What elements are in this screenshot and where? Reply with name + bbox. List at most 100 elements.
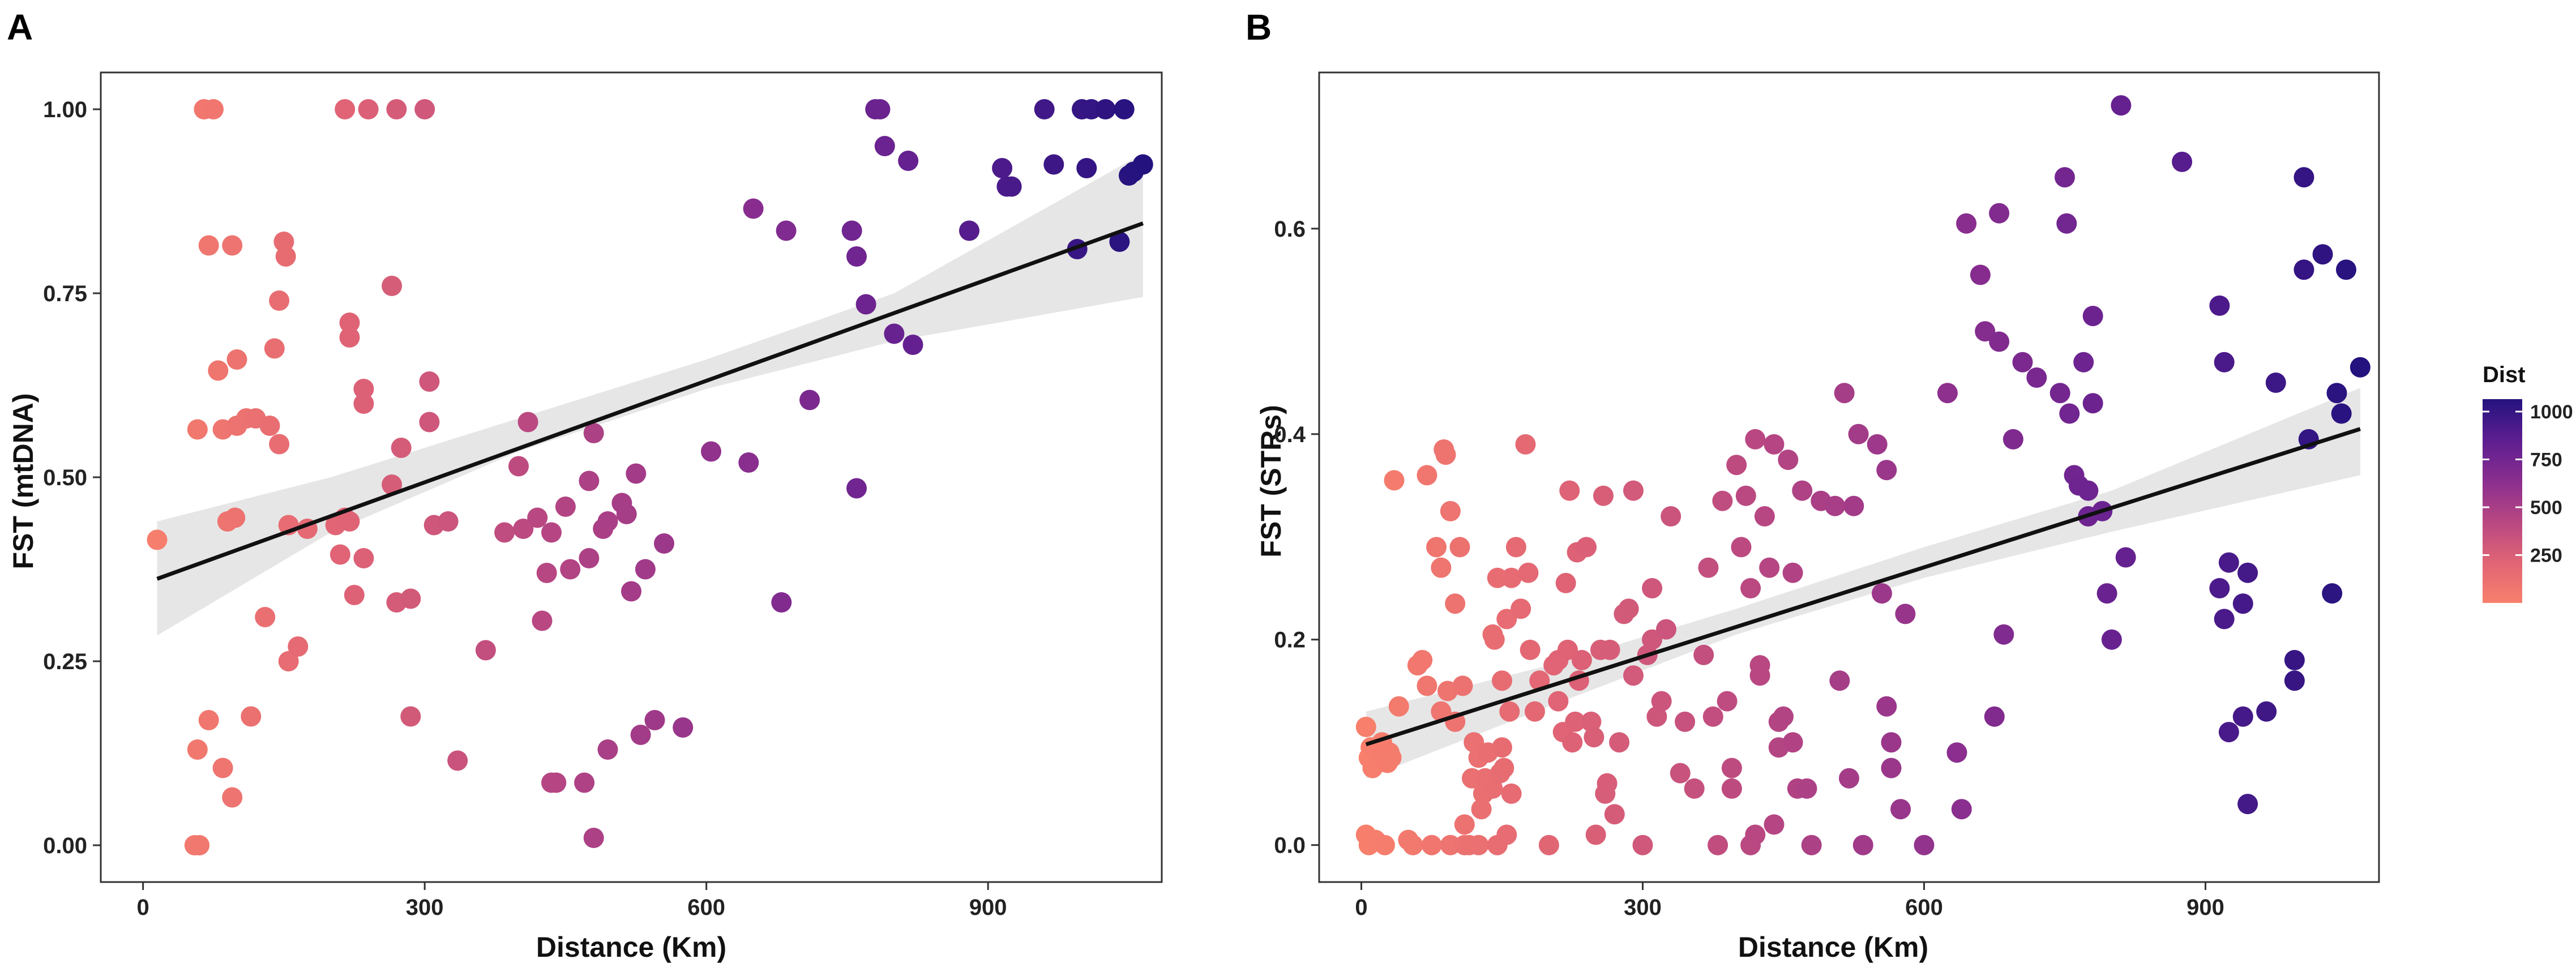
data-point — [1993, 624, 2014, 645]
data-point — [630, 725, 651, 745]
data-point — [1445, 593, 1466, 614]
data-point — [1656, 619, 1676, 640]
data-point — [1881, 757, 1902, 778]
y-tick-label: 0.2 — [1274, 628, 1306, 653]
data-point — [1876, 696, 1897, 717]
data-point — [1571, 650, 1592, 670]
y-tick-label: 0.0 — [1274, 833, 1306, 858]
data-point — [2336, 259, 2356, 280]
data-point — [353, 393, 374, 414]
data-point — [2082, 306, 2103, 327]
data-point — [1670, 763, 1691, 784]
data-point — [264, 338, 285, 359]
plot-area-b: 0 300 600 900 0.0 0.2 0.4 0.6 — [1274, 71, 2380, 920]
data-point — [386, 99, 407, 119]
data-point — [1515, 434, 1536, 455]
x-axis-title-a: Distance (Km) — [536, 931, 726, 963]
data-point — [1876, 460, 1897, 481]
data-point — [2284, 670, 2305, 691]
data-point — [1484, 629, 1505, 650]
data-point — [358, 99, 379, 119]
data-point — [1852, 834, 1873, 855]
data-point — [1745, 824, 1766, 845]
regression-line — [156, 221, 1144, 581]
data-point — [353, 548, 374, 568]
data-point — [2293, 167, 2314, 188]
data-point — [1735, 485, 1756, 506]
data-point — [2101, 629, 2122, 650]
data-point — [701, 441, 721, 462]
data-point — [1468, 834, 1489, 855]
data-point — [2214, 352, 2235, 373]
data-point — [2293, 259, 2314, 280]
data-point — [1562, 732, 1583, 753]
data-point — [1693, 644, 1714, 665]
data-point — [1646, 706, 1667, 727]
data-point — [1759, 557, 1780, 578]
data-point — [532, 610, 553, 631]
data-point — [1642, 629, 1663, 650]
y-tick-label: 0.00 — [43, 833, 87, 858]
data-point — [225, 507, 246, 528]
data-point — [1651, 691, 1672, 712]
data-point — [1440, 834, 1461, 855]
plot-area-a: 0 300 600 900 0.00 0.25 0.50 0.75 1.00 — [43, 71, 1163, 920]
y-tick-label: 0.75 — [43, 281, 87, 306]
data-point — [1717, 691, 1738, 712]
data-point — [2082, 393, 2103, 414]
y-tick-label: 0.6 — [1274, 217, 1306, 242]
data-point — [2214, 609, 2235, 630]
data-point — [738, 452, 759, 473]
data-point — [353, 379, 374, 399]
data-point — [546, 772, 567, 793]
panel-a: A FST (mtDNA) Distance (Km) 0 300 600 900 0.… — [7, 7, 1163, 963]
data-point — [1499, 701, 1520, 722]
data-point — [1946, 742, 1967, 763]
data-point — [1801, 834, 1822, 855]
data-point — [1773, 706, 1794, 727]
data-point — [1581, 711, 1602, 732]
data-point — [2055, 167, 2075, 188]
data-point — [2331, 403, 2352, 424]
legend-tick-label: 500 — [2530, 497, 2562, 519]
data-point — [541, 522, 562, 543]
data-point — [259, 416, 280, 436]
data-point — [1384, 470, 1405, 491]
legend-colorbar — [2483, 399, 2522, 603]
data-point — [222, 787, 243, 808]
data-point — [1839, 768, 1859, 789]
data-point — [1623, 480, 1644, 501]
data-point — [1599, 639, 1620, 660]
plot-border — [1318, 71, 2380, 883]
data-point — [1076, 158, 1097, 178]
panel-label-b: B — [1246, 7, 1272, 48]
data-point — [419, 412, 440, 433]
data-point — [771, 592, 792, 613]
data-point — [2172, 151, 2193, 172]
data-point — [1609, 732, 1630, 753]
confidence-band — [157, 153, 1143, 636]
data-point — [1584, 727, 1604, 748]
data-point — [1661, 506, 1681, 527]
data-point — [1597, 773, 1618, 794]
data-point — [2322, 583, 2343, 604]
data-point — [1740, 578, 1761, 598]
data-point — [1426, 537, 1447, 558]
data-point — [635, 559, 656, 580]
y-tick-label: 0.25 — [43, 649, 87, 674]
data-point — [574, 772, 595, 793]
data-point — [1684, 778, 1705, 799]
data-point — [992, 158, 1013, 178]
data-point — [1754, 506, 1775, 527]
data-point — [1895, 604, 1916, 624]
data-point — [1114, 99, 1135, 119]
x-tick-label: 300 — [1624, 895, 1662, 920]
y-tick-label: 0.4 — [1274, 422, 1306, 447]
data-point — [902, 335, 923, 355]
data-point — [1001, 176, 1022, 197]
data-point — [1417, 465, 1437, 486]
data-point — [339, 313, 360, 333]
data-point — [2218, 722, 2239, 743]
legend-tick-label: 1000 — [2530, 401, 2573, 423]
y-axis-title-a: FST (mtDNA) — [7, 393, 39, 569]
